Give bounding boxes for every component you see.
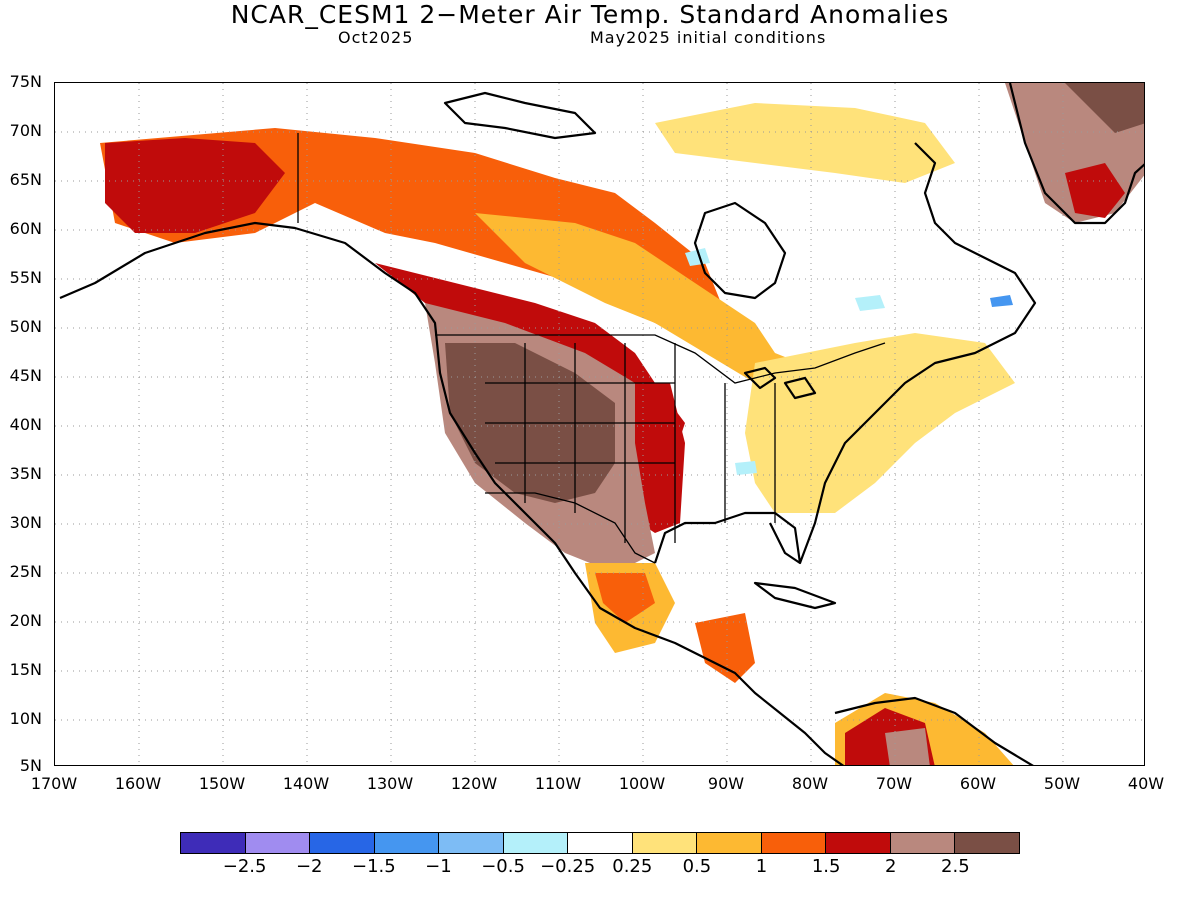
anomaly-region-blue-1 [990, 295, 1013, 307]
graticule [55, 83, 1144, 765]
initial-conditions: May2025 initial conditions [590, 28, 827, 47]
coastlines [59, 83, 1144, 765]
anomaly-region-cyan-3 [735, 461, 757, 475]
lon-label: 150W [198, 774, 246, 793]
legend-color-swatch [632, 833, 698, 853]
coastline-greenland [1008, 83, 1144, 225]
political-borders [297, 133, 886, 564]
anomaly-region-alaska-red [105, 138, 285, 233]
legend-color-swatch [890, 833, 956, 853]
legend-tick-label: 0.5 [682, 856, 712, 877]
coastline-south-america [834, 696, 1034, 765]
map-title: NCAR_CESM1 2−Meter Air Temp. Standard An… [230, 0, 950, 29]
coastline-east [798, 142, 1037, 564]
anomaly-region-central-america [695, 613, 755, 683]
lon-label: 50W [1043, 774, 1081, 793]
legend-color-swatch [245, 833, 311, 853]
border-us-states [485, 343, 776, 543]
legend-tick-label: −0.5 [481, 856, 525, 877]
legend-color-swatch [568, 833, 633, 853]
lon-label: 60W [959, 774, 997, 793]
legend-tick-label: −1.5 [351, 856, 396, 877]
legend-tick-label: −2.5 [222, 856, 267, 877]
valid-month: Oct2025 [338, 28, 414, 47]
lon-label: 80W [791, 774, 829, 793]
coastline-arctic-islands [443, 91, 597, 140]
color-legend-bar [180, 832, 1020, 854]
lat-label: 15N [9, 660, 42, 679]
anomaly-region-pale-yellow-north [655, 103, 955, 183]
anomaly-region-greenland-red [1065, 163, 1125, 218]
lon-label: 110W [534, 774, 582, 793]
lon-label: 120W [450, 774, 498, 793]
legend-tick-label: 2 [885, 856, 897, 877]
lat-label: 60N [9, 219, 42, 238]
legend-color-swatch [503, 833, 569, 853]
lon-label: 170W [30, 774, 78, 793]
lat-label: 40N [9, 415, 42, 434]
lat-label: 5N [19, 756, 42, 775]
legend-color-swatch [955, 833, 1019, 853]
anomaly-region-cyan-2 [855, 295, 885, 311]
legend-tick-label: 1.5 [811, 856, 841, 877]
anomaly-region-greenland-dark [1065, 83, 1144, 133]
anomaly-region-south-america-brown [885, 728, 930, 765]
coastline-cuba [753, 581, 837, 610]
lat-label: 55N [9, 268, 42, 287]
legend-tick-label: −2 [295, 856, 323, 877]
legend-color-swatch [374, 833, 440, 853]
lon-label: 70W [875, 774, 913, 793]
lat-label: 50N [9, 317, 42, 336]
lon-label: 130W [366, 774, 414, 793]
legend-color-swatch [761, 833, 827, 853]
legend-tick-label: 1 [755, 856, 768, 877]
anomaly-region-mexico-orange [595, 573, 655, 623]
lat-label: 75N [9, 72, 42, 91]
coastline-north-america [59, 221, 845, 765]
lat-label: 20N [9, 611, 42, 630]
border-us-mexico [485, 492, 656, 564]
legend-tick-label: −1 [425, 856, 452, 877]
lat-label: 70N [9, 121, 42, 140]
legend-tick-label: 0.25 [612, 856, 653, 877]
lat-label: 10N [9, 709, 42, 728]
lat-label: 30N [9, 513, 42, 532]
lon-label: 100W [618, 774, 666, 793]
legend-color-swatch [181, 833, 246, 853]
legend-tick-label: −0.25 [540, 856, 596, 877]
lon-label: 90W [707, 774, 745, 793]
legend-color-swatch [310, 833, 375, 853]
lat-label: 25N [9, 562, 42, 581]
anomaly-region-pale-yellow-east [745, 333, 1015, 513]
lat-label: 35N [9, 464, 42, 483]
anomaly-region-cyan-1 [685, 248, 710, 266]
legend-color-swatch [826, 833, 891, 853]
lat-label: 45N [9, 366, 42, 385]
border-us-canada [435, 334, 886, 384]
lat-label: 65N [9, 170, 42, 189]
map-canvas [55, 83, 1144, 765]
lon-label: 40W [1127, 774, 1165, 793]
coastline-hudson-bay [693, 201, 787, 300]
legend-color-swatch [697, 833, 762, 853]
legend-color-swatch [439, 833, 504, 853]
legend-tick-label: 2.5 [941, 856, 970, 877]
coastline-great-lakes [743, 366, 817, 400]
lon-label: 140W [282, 774, 330, 793]
anomaly-map [54, 82, 1145, 766]
lon-label: 160W [114, 774, 162, 793]
